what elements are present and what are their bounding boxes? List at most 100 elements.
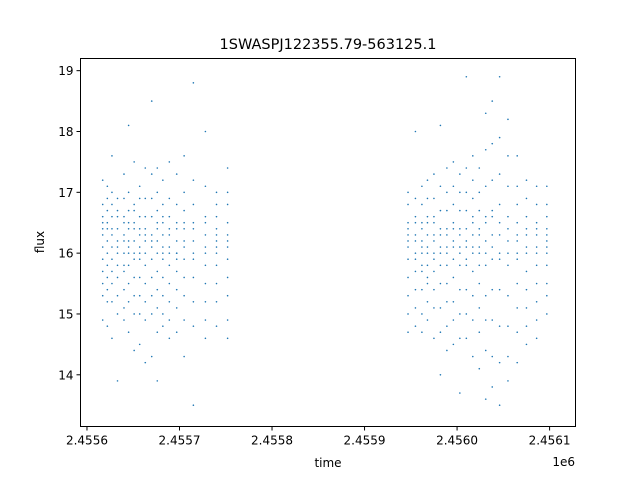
data-point	[127, 228, 130, 230]
data-point	[106, 276, 109, 279]
data-point	[111, 215, 113, 218]
data-point	[452, 161, 455, 163]
data-point	[516, 221, 519, 224]
data-point	[421, 288, 423, 291]
data-point	[123, 288, 125, 291]
x-axis-ticks: 2.4556 2.4557 2.4558 2.4559 2.4560 2.4561	[66, 426, 571, 448]
data-point	[183, 258, 185, 261]
data-point	[168, 319, 171, 321]
data-point	[127, 331, 130, 334]
data-point	[484, 148, 487, 151]
data-point	[472, 294, 474, 297]
data-point	[215, 264, 218, 267]
data-point	[459, 228, 461, 230]
data-point	[498, 173, 501, 175]
data-point	[183, 228, 185, 230]
data-point	[459, 173, 461, 175]
data-point	[133, 209, 135, 212]
data-point	[516, 155, 519, 157]
data-point	[525, 288, 528, 291]
data-point	[446, 209, 448, 212]
data-point	[116, 252, 119, 254]
data-point	[192, 301, 195, 303]
data-point	[215, 228, 218, 230]
data-point	[546, 246, 548, 248]
data-point	[183, 240, 185, 242]
data-point	[421, 221, 423, 224]
data-point	[525, 197, 528, 200]
data-point	[106, 264, 109, 267]
data-point	[498, 258, 501, 261]
data-point	[446, 325, 448, 327]
data-point	[144, 319, 147, 321]
data-point	[439, 246, 442, 248]
data-point	[133, 313, 135, 315]
data-point	[162, 215, 164, 218]
data-point	[215, 234, 218, 236]
data-point	[459, 246, 461, 248]
data-point	[414, 325, 417, 327]
data-point	[478, 367, 481, 370]
x-tick-label: 2.4558	[251, 434, 293, 448]
x-tick-label: 2.4559	[344, 434, 386, 448]
data-point	[472, 215, 474, 218]
data-point	[192, 325, 195, 327]
data-point	[123, 270, 125, 273]
data-point	[491, 215, 494, 218]
data-point	[106, 252, 109, 254]
data-point	[491, 246, 494, 248]
data-point	[426, 246, 429, 248]
data-point	[491, 319, 494, 321]
data-point	[516, 361, 519, 364]
data-point	[156, 221, 159, 224]
data-point	[116, 313, 119, 315]
data-point	[116, 215, 119, 218]
data-point	[535, 337, 538, 340]
data-point	[138, 294, 141, 297]
data-point	[433, 234, 435, 236]
data-point	[452, 276, 455, 279]
data-point	[183, 246, 185, 248]
data-point	[525, 270, 528, 273]
data-point	[116, 276, 119, 279]
data-point	[144, 361, 147, 364]
data-point	[215, 282, 218, 285]
data-point	[507, 240, 509, 242]
data-point	[426, 234, 429, 236]
data-point	[123, 307, 125, 309]
data-point	[516, 258, 519, 261]
data-point	[156, 252, 159, 254]
data-point	[516, 185, 519, 188]
data-point	[472, 270, 474, 273]
data-point	[226, 246, 229, 248]
data-point	[414, 307, 417, 309]
data-point	[525, 228, 528, 230]
data-point	[484, 112, 487, 115]
data-point	[192, 276, 195, 279]
data-point	[123, 264, 125, 267]
data-point	[465, 167, 468, 169]
data-point	[491, 179, 494, 181]
data-point	[150, 173, 153, 175]
data-point	[101, 179, 104, 181]
data-point	[546, 282, 548, 285]
data-point	[144, 301, 147, 303]
data-point	[414, 252, 417, 254]
data-point	[162, 246, 164, 248]
data-point	[168, 301, 171, 303]
data-point	[162, 313, 164, 315]
data-point	[127, 252, 130, 254]
x-axis-label: time	[314, 456, 341, 470]
data-point	[472, 355, 474, 358]
data-point	[484, 252, 487, 254]
data-point	[116, 264, 119, 267]
data-point	[133, 228, 135, 230]
data-point	[127, 221, 130, 224]
data-point	[116, 228, 119, 230]
data-point	[183, 355, 185, 358]
data-point	[433, 221, 435, 224]
data-point	[183, 221, 185, 224]
data-point	[433, 270, 435, 273]
data-point	[498, 203, 501, 206]
